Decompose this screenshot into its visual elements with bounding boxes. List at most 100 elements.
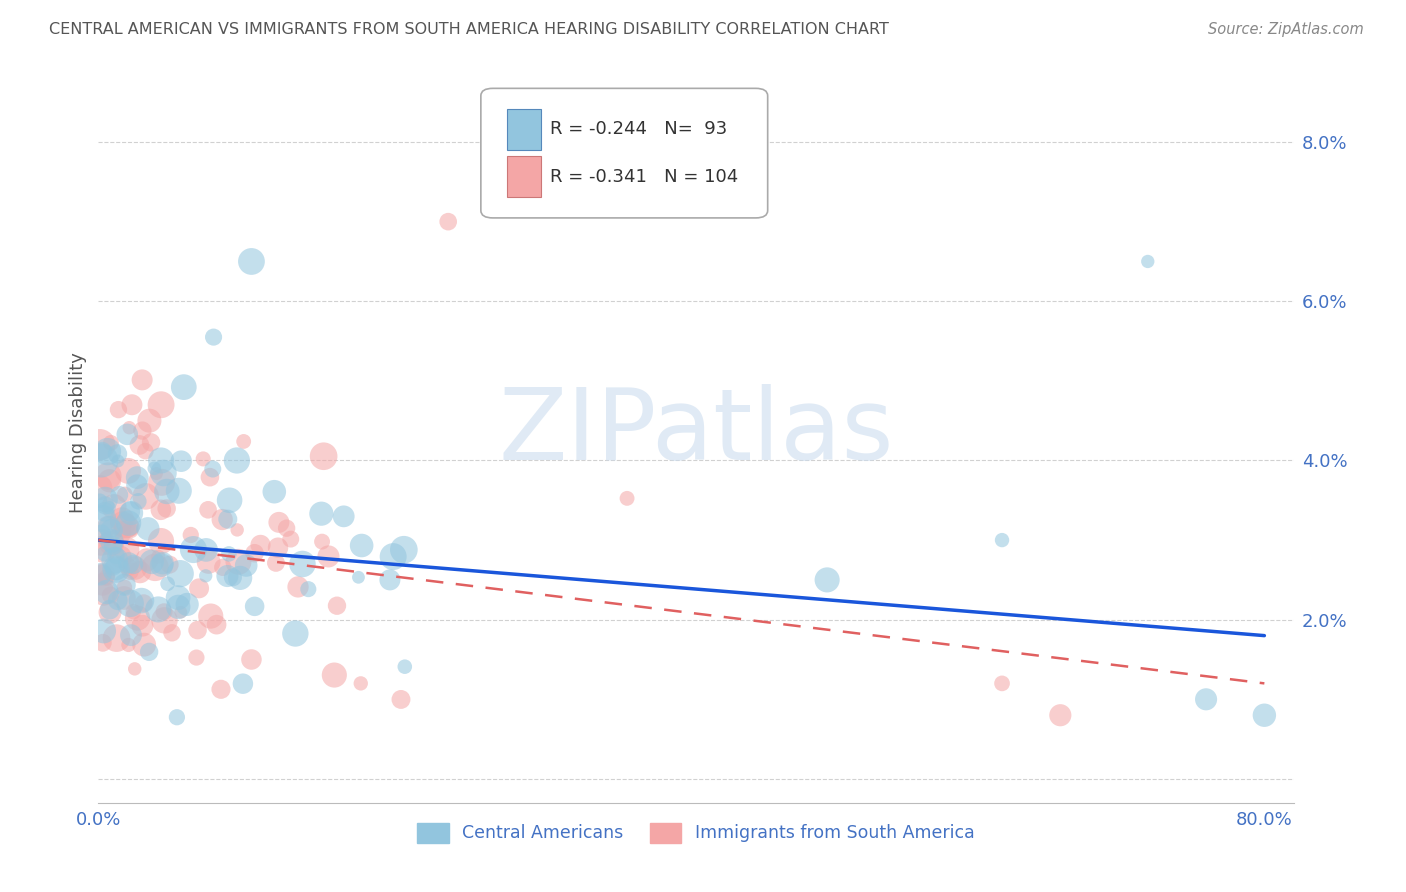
Point	[240, 254, 263, 268]
Point	[382, 549, 405, 564]
Point	[143, 560, 166, 574]
Point	[96, 519, 118, 533]
Point	[108, 488, 131, 502]
Point	[127, 494, 149, 508]
Point	[195, 542, 218, 557]
Point	[120, 596, 142, 610]
Point	[188, 582, 211, 596]
Point	[93, 587, 115, 601]
Point	[159, 558, 181, 572]
Point	[145, 467, 167, 481]
Point	[311, 507, 333, 521]
Point	[152, 556, 174, 570]
Point	[267, 541, 290, 555]
Point	[243, 546, 266, 560]
Point	[110, 549, 132, 564]
Point	[135, 489, 157, 503]
Text: R = -0.341   N = 104: R = -0.341 N = 104	[550, 169, 738, 186]
Point	[138, 414, 160, 428]
Point	[91, 577, 114, 591]
Point	[98, 520, 121, 534]
Point	[205, 617, 228, 632]
Point	[100, 436, 122, 450]
Point	[222, 570, 245, 584]
Point	[141, 555, 163, 569]
Point	[91, 542, 114, 557]
Point	[115, 542, 138, 557]
Point	[276, 521, 298, 535]
Point	[105, 562, 128, 576]
Point	[229, 571, 252, 585]
Point	[1136, 254, 1159, 268]
Point	[167, 591, 190, 605]
Point	[121, 398, 143, 412]
Point	[197, 555, 219, 569]
Point	[280, 532, 302, 546]
FancyBboxPatch shape	[481, 88, 768, 218]
Point	[202, 330, 225, 344]
Point	[186, 650, 208, 665]
Point	[107, 593, 129, 607]
Point	[89, 567, 111, 582]
Point	[156, 501, 179, 516]
Text: R = -0.244   N=  93: R = -0.244 N= 93	[550, 120, 727, 138]
Point	[150, 475, 173, 490]
Point	[117, 516, 139, 530]
Point	[156, 576, 179, 591]
Point	[125, 478, 148, 492]
Point	[93, 624, 115, 638]
Point	[1049, 708, 1071, 723]
Point	[122, 558, 145, 572]
Point	[218, 493, 240, 508]
Point	[193, 451, 215, 466]
Point	[232, 676, 254, 690]
Point	[96, 444, 118, 458]
Point	[90, 535, 112, 549]
Point	[115, 519, 138, 533]
Point	[287, 580, 309, 594]
Point	[291, 557, 314, 571]
Point	[118, 420, 141, 434]
Point	[96, 570, 118, 584]
Point	[117, 638, 139, 652]
Point	[318, 549, 340, 564]
Point	[112, 591, 135, 605]
Point	[134, 638, 156, 652]
Point	[183, 542, 205, 557]
Point	[135, 553, 157, 567]
Point	[225, 453, 247, 467]
Point	[91, 511, 114, 525]
Point	[104, 549, 127, 563]
Point	[100, 533, 122, 548]
Point	[217, 569, 239, 583]
Point	[139, 435, 162, 450]
Point	[166, 710, 188, 724]
Point	[1253, 708, 1275, 723]
Point	[107, 447, 129, 461]
Point	[120, 564, 142, 578]
Point	[97, 469, 120, 483]
Point	[128, 438, 150, 452]
Point	[117, 556, 139, 570]
Point	[138, 645, 160, 659]
Point	[94, 492, 117, 507]
Point	[103, 539, 125, 553]
Point	[991, 676, 1014, 690]
Legend: Central Americans, Immigrants from South America: Central Americans, Immigrants from South…	[411, 815, 981, 850]
Point	[107, 454, 129, 468]
Point	[120, 524, 142, 538]
Point	[131, 424, 153, 438]
Point	[89, 437, 111, 451]
Point	[107, 402, 129, 417]
Point	[187, 623, 209, 637]
Point	[297, 582, 319, 596]
Point	[91, 567, 114, 582]
Text: ZIPatlas: ZIPatlas	[498, 384, 894, 481]
Point	[124, 561, 146, 575]
Point	[392, 542, 415, 557]
Point	[131, 593, 153, 607]
Point	[284, 626, 307, 640]
Point	[228, 555, 250, 569]
Point	[98, 605, 121, 619]
Point	[131, 373, 153, 387]
